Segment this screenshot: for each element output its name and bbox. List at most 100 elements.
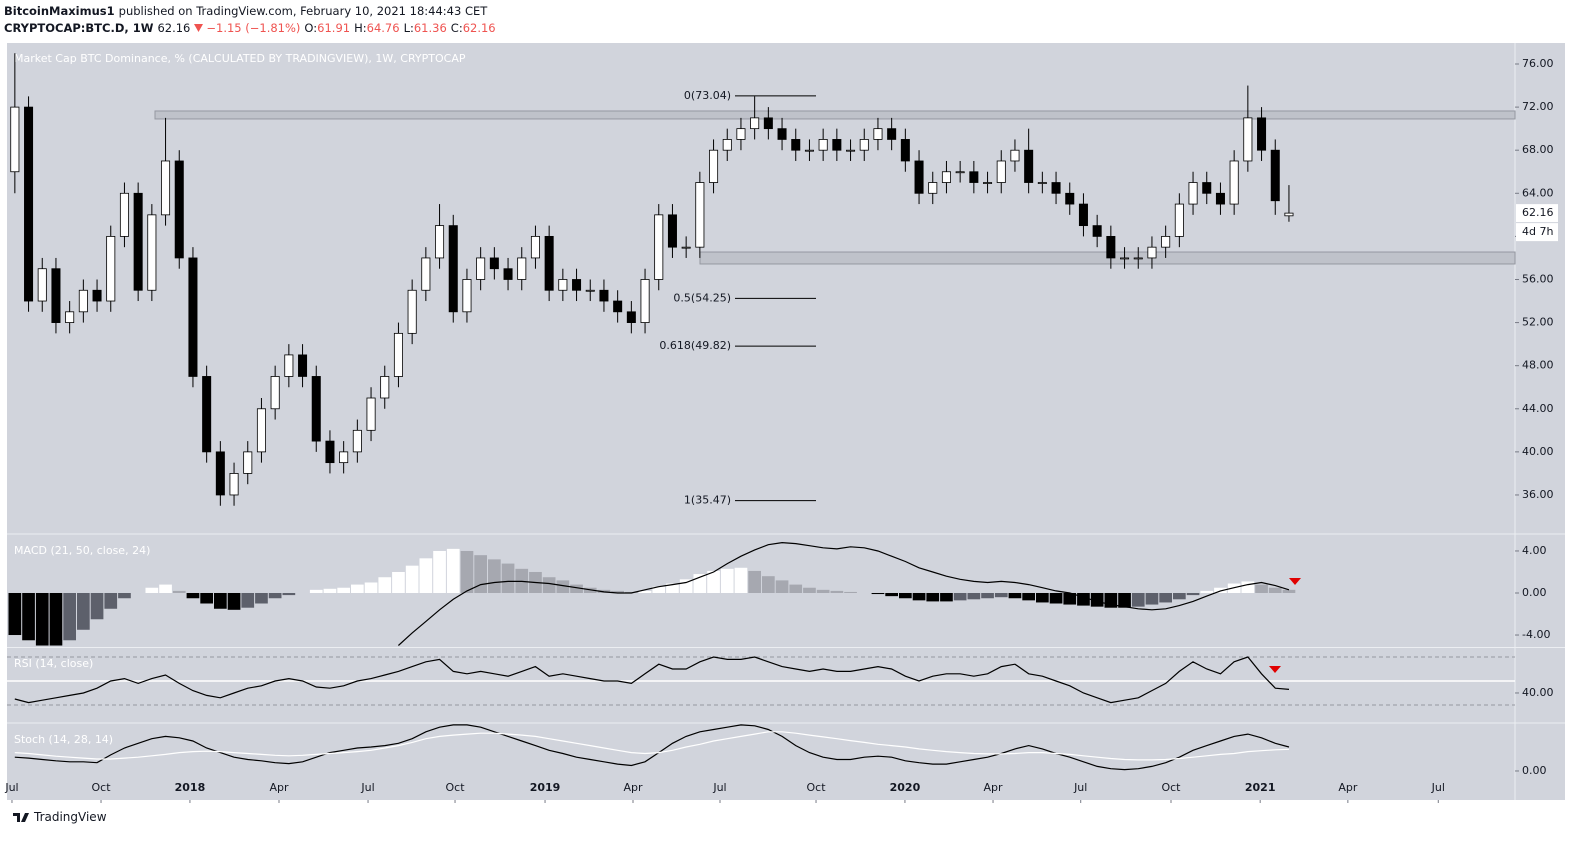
histogram-bar (488, 559, 501, 593)
annotation-arrow (1289, 578, 1301, 585)
candle-body (1270, 149, 1280, 202)
candle-body (51, 268, 61, 323)
histogram-bar (1282, 589, 1296, 593)
candle-body (585, 289, 595, 292)
histogram-bar (762, 576, 775, 593)
ohlc-value: 61.91 (317, 21, 351, 35)
countdown-box (1516, 223, 1558, 242)
histogram-bar (953, 592, 967, 601)
candle-body (407, 289, 417, 334)
y-tick-label: 52.00 (1522, 316, 1554, 329)
x-tick-label: Apr (269, 781, 289, 794)
histogram-bar (309, 589, 323, 593)
brand: TradingView (34, 810, 107, 824)
x-tick-label: Apr (984, 781, 1004, 794)
candle-body (777, 128, 787, 140)
fib-label: 0(73.04) (684, 89, 731, 102)
histogram-bar (830, 590, 844, 593)
x-tick-label: 2019 (530, 781, 561, 794)
candle-body (941, 171, 951, 183)
histogram-bar (446, 548, 460, 593)
candle-body (174, 160, 184, 259)
candle-body (530, 235, 540, 259)
histogram-bar (104, 592, 118, 609)
candle-body (462, 279, 472, 313)
chart-background (7, 43, 1565, 800)
histogram-bar (816, 589, 830, 593)
down-arrow (194, 24, 204, 32)
fib-label: 1(35.47) (684, 494, 731, 507)
y-tick-label: -4.00 (1522, 628, 1550, 641)
x-tick-label: Oct (446, 781, 466, 794)
candle-body (1202, 182, 1212, 194)
candle-body (161, 160, 171, 216)
ohlc-value: 62.16 (462, 21, 496, 35)
histogram-bar (1131, 592, 1145, 607)
candle-body (846, 149, 856, 152)
x-tick-label: Oct (1161, 781, 1181, 794)
candle-body (558, 279, 568, 291)
candle-body (106, 235, 116, 302)
histogram-bar (940, 592, 953, 602)
ohlc-label: L: (403, 21, 414, 35)
x-tick-label: 2020 (890, 781, 921, 794)
histogram-bar (378, 577, 392, 593)
histogram-bar (570, 584, 583, 593)
histogram-bar (172, 590, 186, 593)
histogram-bar (351, 584, 364, 593)
histogram-bar (364, 582, 378, 593)
candle-body (119, 192, 129, 237)
histogram-bar (885, 592, 898, 597)
ohlc-label: H: (354, 21, 367, 35)
histogram-bar (734, 567, 748, 593)
candle-body (887, 128, 897, 140)
histogram-bar (241, 592, 255, 608)
candle-body (1092, 225, 1102, 237)
y-tick-label: 36.00 (1522, 488, 1554, 501)
candle-body (983, 182, 993, 184)
histogram-bar (994, 592, 1008, 598)
pane-title: Market Cap BTC Dominance, % (CALCULATED … (14, 52, 466, 65)
histogram-bar (1255, 584, 1268, 593)
x-tick-label: 2021 (1245, 781, 1276, 794)
candle-body (763, 117, 773, 130)
y-tick-label: 44.00 (1522, 402, 1554, 415)
candle-body (448, 225, 458, 313)
histogram-bar (666, 583, 679, 593)
histogram-bar (1200, 590, 1214, 593)
macd-line (397, 541, 1290, 646)
y-tick-label: 56.00 (1522, 272, 1554, 285)
candle-body (1147, 246, 1157, 259)
histogram-bar (433, 550, 446, 593)
publisher: BitcoinMaximus1 (4, 4, 115, 18)
zone (154, 110, 1516, 120)
histogram-bar (748, 570, 761, 593)
candle-body (133, 192, 143, 291)
histogram-bar (1090, 592, 1104, 607)
histogram-bar (22, 592, 35, 641)
candle-body (92, 289, 102, 302)
candle-body (736, 128, 746, 140)
candle-body (1051, 182, 1061, 194)
candle-body (928, 182, 938, 194)
ohlc-label: O: (304, 21, 318, 35)
histogram-bar (8, 592, 22, 636)
candle-body (832, 139, 842, 151)
logo (13, 813, 29, 822)
histogram-bar (926, 592, 940, 602)
ohlc-value: 64.76 (366, 21, 400, 35)
candle-body (298, 354, 308, 377)
published: published on TradingView.com, February 1… (118, 4, 488, 18)
last-price-box (1516, 204, 1558, 223)
chart: Market Cap BTC Dominance, % (CALCULATED … (4, 43, 1565, 803)
histogram-bar (542, 577, 556, 593)
histogram-bar (460, 550, 474, 593)
y-tick-label: 48.00 (1522, 359, 1554, 372)
candle-body (421, 257, 431, 291)
candle-body (1065, 192, 1075, 205)
x-tick-label: Oct (92, 781, 112, 794)
histogram-bar (611, 590, 624, 593)
histogram-bar (323, 588, 337, 593)
candle-body (1010, 149, 1020, 162)
candle-body (325, 440, 335, 464)
